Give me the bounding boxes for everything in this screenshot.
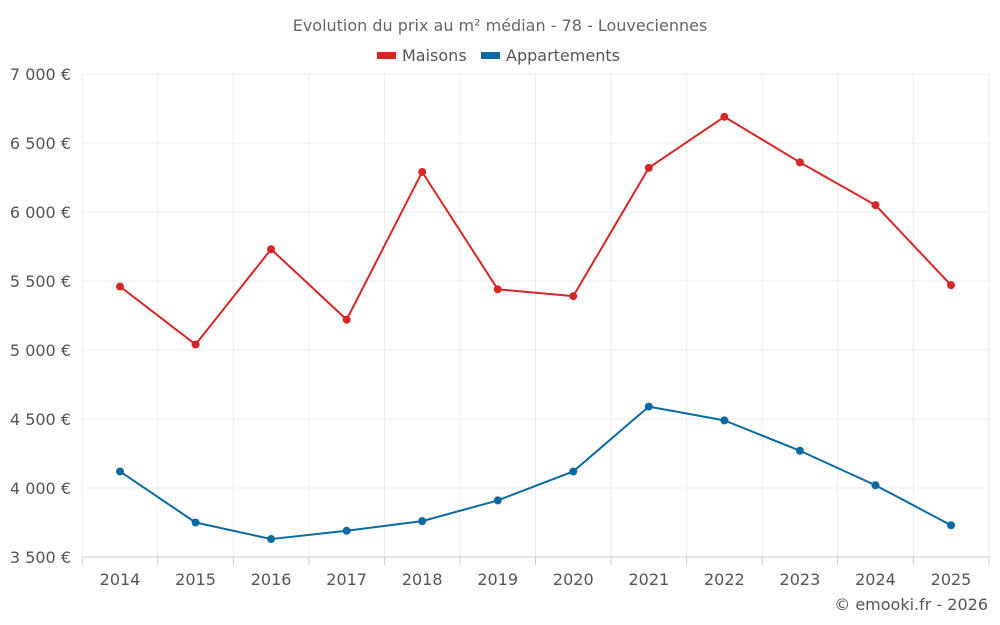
- data-point-maisons[interactable]: [795, 158, 804, 167]
- data-point-appartements[interactable]: [418, 517, 427, 526]
- y-tick-label: 6 000 €: [10, 203, 71, 222]
- legend-label-appartements: Appartements: [506, 46, 620, 65]
- legend: Maisons Appartements: [377, 46, 620, 65]
- data-point-maisons[interactable]: [116, 282, 124, 291]
- credit-text: © emooki.fr - 2026: [834, 595, 988, 614]
- x-tick-label: 2023: [780, 570, 821, 589]
- y-axis-ticks: 3 500 € 4 000 € 4 500 € 5 000 € 5 500 € 6 000…: [10, 65, 71, 567]
- data-point-maisons[interactable]: [493, 285, 502, 294]
- chart-title: Evolution du prix au m² médian - 78 - Lo…: [293, 16, 708, 35]
- data-point-maisons[interactable]: [720, 112, 729, 121]
- data-point-maisons[interactable]: [342, 315, 351, 324]
- series-appartements: [116, 402, 955, 544]
- y-tick-label: 6 500 €: [10, 134, 71, 153]
- horizontal-gridlines: [83, 73, 990, 489]
- x-axis-ticks: 2014 2015 2016 2017 2018 2019 2020 2021 2022 2023…: [81, 557, 990, 589]
- x-tick-label: 2018: [402, 570, 443, 589]
- x-tick-label: 2016: [251, 570, 292, 589]
- data-point-appartements[interactable]: [569, 467, 578, 476]
- x-tick-label: 2014: [100, 570, 141, 589]
- x-tick-label: 2025: [931, 570, 972, 589]
- data-point-appartements[interactable]: [116, 467, 124, 476]
- data-point-maisons[interactable]: [871, 201, 880, 210]
- x-tick-label: 2022: [704, 570, 745, 589]
- data-point-appartements[interactable]: [267, 535, 276, 544]
- series-line-appartements: [119, 405, 952, 541]
- legend-swatch-maisons: [377, 52, 396, 59]
- y-tick-label: 4 500 €: [10, 410, 71, 429]
- series-line-maisons: [119, 115, 952, 346]
- data-point-maisons[interactable]: [569, 292, 578, 301]
- y-tick-label: 4 000 €: [10, 479, 71, 498]
- y-tick-label: 5 500 €: [10, 272, 71, 291]
- data-point-maisons[interactable]: [644, 163, 653, 172]
- y-tick-label: 3 500 €: [10, 548, 71, 567]
- data-point-maisons[interactable]: [267, 245, 276, 254]
- y-tick-label: 5 000 €: [10, 341, 71, 360]
- data-point-appartements[interactable]: [947, 521, 955, 530]
- series-layer: [116, 112, 955, 544]
- data-point-maisons[interactable]: [947, 281, 955, 290]
- data-point-appartements[interactable]: [342, 526, 351, 535]
- x-tick-label: 2019: [477, 570, 518, 589]
- vertical-gridlines: [81, 74, 990, 557]
- series-maisons: [116, 112, 955, 349]
- x-tick-label: 2024: [855, 570, 896, 589]
- x-tick-label: 2015: [175, 570, 216, 589]
- legend-item-maisons[interactable]: Maisons: [377, 46, 467, 65]
- data-point-appartements[interactable]: [191, 518, 200, 527]
- data-point-appartements[interactable]: [493, 496, 502, 505]
- data-point-maisons[interactable]: [418, 167, 427, 176]
- data-point-appartements[interactable]: [871, 481, 880, 490]
- y-tick-label: 7 000 €: [10, 65, 71, 84]
- data-point-maisons[interactable]: [191, 340, 200, 349]
- legend-swatch-appartements: [481, 52, 500, 59]
- x-tick-label: 2021: [628, 570, 669, 589]
- legend-item-appartements[interactable]: Appartements: [481, 46, 620, 65]
- x-tick-label: 2020: [553, 570, 594, 589]
- data-point-appartements[interactable]: [644, 402, 653, 411]
- x-tick-label: 2017: [326, 570, 367, 589]
- data-point-appartements[interactable]: [795, 446, 804, 455]
- data-point-appartements[interactable]: [720, 416, 729, 425]
- legend-label-maisons: Maisons: [402, 46, 467, 65]
